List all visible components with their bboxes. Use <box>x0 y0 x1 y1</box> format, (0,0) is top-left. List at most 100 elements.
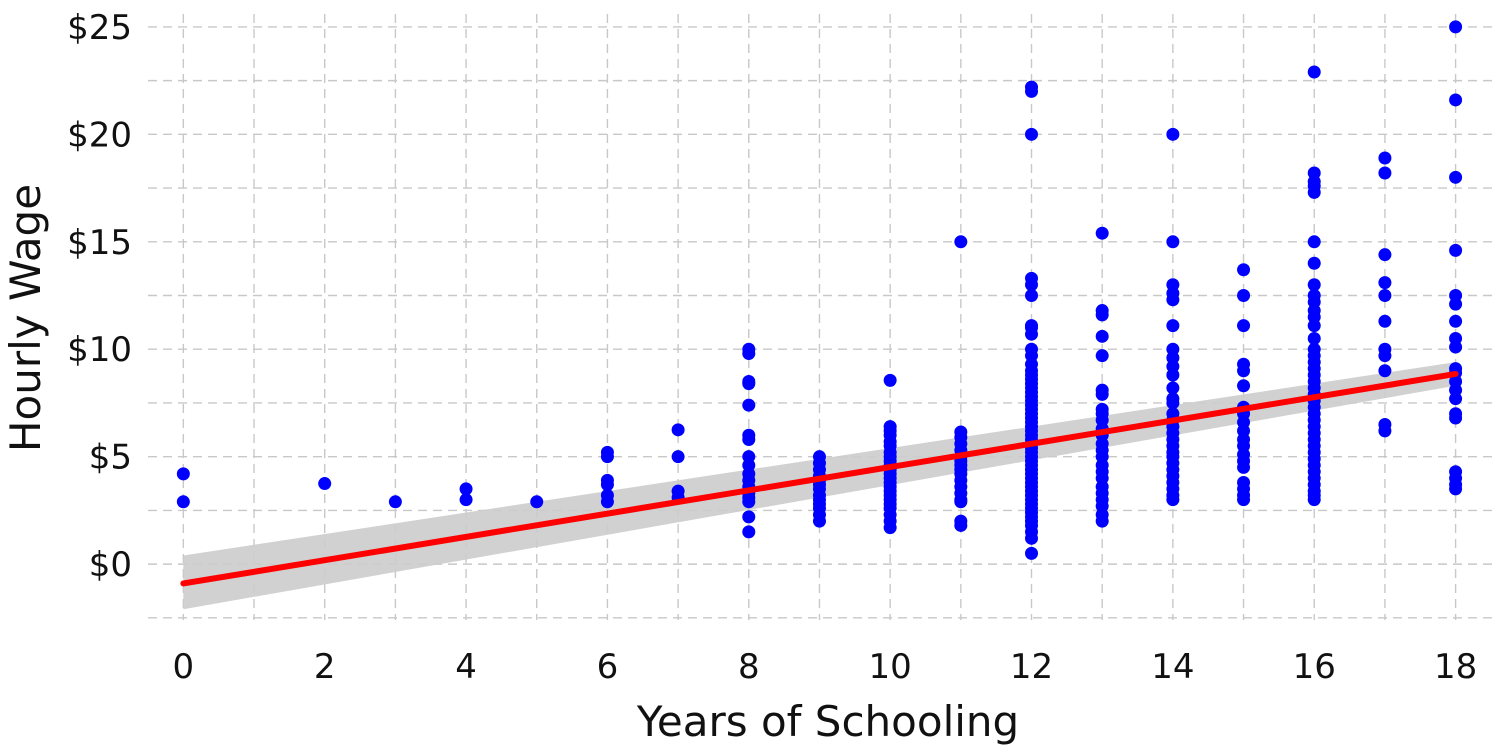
y-tick-label: $0 <box>89 545 132 585</box>
y-tick-label: $25 <box>67 8 132 48</box>
data-point <box>1025 84 1039 98</box>
data-point <box>742 495 756 509</box>
data-point <box>1378 314 1392 328</box>
data-point <box>1378 349 1392 363</box>
data-point <box>1095 387 1109 401</box>
data-point <box>1307 493 1321 507</box>
grid <box>148 14 1498 620</box>
data-point <box>1237 364 1251 378</box>
data-point <box>1378 289 1392 303</box>
fit-line-layer <box>180 370 1459 587</box>
data-point <box>883 373 897 387</box>
y-tick-label: $15 <box>67 223 132 263</box>
data-point <box>600 478 614 492</box>
regression-line <box>180 370 1459 587</box>
data-point <box>1166 319 1180 333</box>
data-point <box>1166 381 1180 395</box>
data-point <box>1449 243 1463 257</box>
data-point <box>742 510 756 524</box>
data-point <box>954 235 968 249</box>
y-tick-label: $10 <box>67 330 132 370</box>
data-point <box>1449 170 1463 184</box>
data-point <box>1237 263 1251 277</box>
data-point <box>812 514 826 528</box>
data-point <box>600 450 614 464</box>
data-point <box>1307 278 1321 292</box>
x-tick-label: 10 <box>869 647 912 687</box>
x-axis-title: Years of Schooling <box>636 697 1019 746</box>
data-point <box>671 423 685 437</box>
x-tick-label: 16 <box>1293 647 1336 687</box>
data-point <box>1237 319 1251 333</box>
x-tick-label: 2 <box>314 647 336 687</box>
data-point <box>742 398 756 412</box>
data-point <box>1237 379 1251 393</box>
data-point <box>1307 185 1321 199</box>
data-point <box>742 432 756 446</box>
x-tick-label: 0 <box>173 647 195 687</box>
data-point <box>1449 340 1463 354</box>
data-point <box>1095 226 1109 240</box>
data-point <box>1449 20 1463 34</box>
data-point <box>1449 314 1463 328</box>
data-point <box>1025 327 1039 341</box>
data-point <box>1166 396 1180 410</box>
data-point <box>1095 514 1109 528</box>
data-point <box>1237 460 1251 474</box>
data-point <box>1378 166 1392 180</box>
y-axis-ticks: $0 $5 $10 $15 $20 $25 <box>67 8 132 585</box>
data-point <box>1378 248 1392 262</box>
data-point <box>1449 392 1463 406</box>
data-point <box>176 495 190 509</box>
data-point <box>1449 297 1463 311</box>
data-point <box>1025 289 1039 303</box>
data-point <box>742 525 756 539</box>
data-point <box>954 518 968 532</box>
data-point <box>1025 278 1039 292</box>
data-point <box>1025 127 1039 141</box>
data-point <box>1095 349 1109 363</box>
data-point <box>671 450 685 464</box>
x-tick-label: 12 <box>1010 647 1053 687</box>
data-point <box>1307 331 1321 345</box>
data-point <box>600 495 614 509</box>
data-point <box>530 495 544 509</box>
data-point <box>954 495 968 509</box>
data-points <box>176 20 1463 560</box>
data-point <box>1449 482 1463 496</box>
data-point <box>1166 127 1180 141</box>
data-point <box>1095 308 1109 322</box>
data-point <box>1025 546 1039 560</box>
data-point <box>1307 256 1321 270</box>
x-tick-label: 4 <box>455 647 477 687</box>
data-point <box>742 377 756 391</box>
data-point <box>1307 319 1321 333</box>
y-tick-label: $20 <box>67 115 132 155</box>
x-tick-label: 18 <box>1434 647 1477 687</box>
data-point <box>1095 329 1109 343</box>
data-point <box>388 495 402 509</box>
data-point <box>883 521 897 535</box>
data-point <box>1166 235 1180 249</box>
data-point <box>1378 364 1392 378</box>
data-point <box>1237 289 1251 303</box>
x-tick-label: 14 <box>1151 647 1194 687</box>
data-point <box>318 477 332 491</box>
y-tick-label: $5 <box>89 438 132 478</box>
data-point <box>742 347 756 361</box>
data-point <box>1378 424 1392 438</box>
x-tick-label: 6 <box>597 647 619 687</box>
data-point <box>1378 276 1392 290</box>
data-point <box>1166 493 1180 507</box>
data-point <box>1307 65 1321 79</box>
data-point <box>176 467 190 481</box>
data-point <box>1307 235 1321 249</box>
y-axis-title: Hourly Wage <box>1 184 50 452</box>
x-tick-label: 8 <box>738 647 760 687</box>
data-point <box>1449 93 1463 107</box>
data-point <box>1237 493 1251 507</box>
data-point <box>1449 411 1463 425</box>
data-point <box>1025 531 1039 545</box>
x-axis-ticks: 0 2 4 6 8 10 12 14 16 18 <box>173 647 1478 687</box>
